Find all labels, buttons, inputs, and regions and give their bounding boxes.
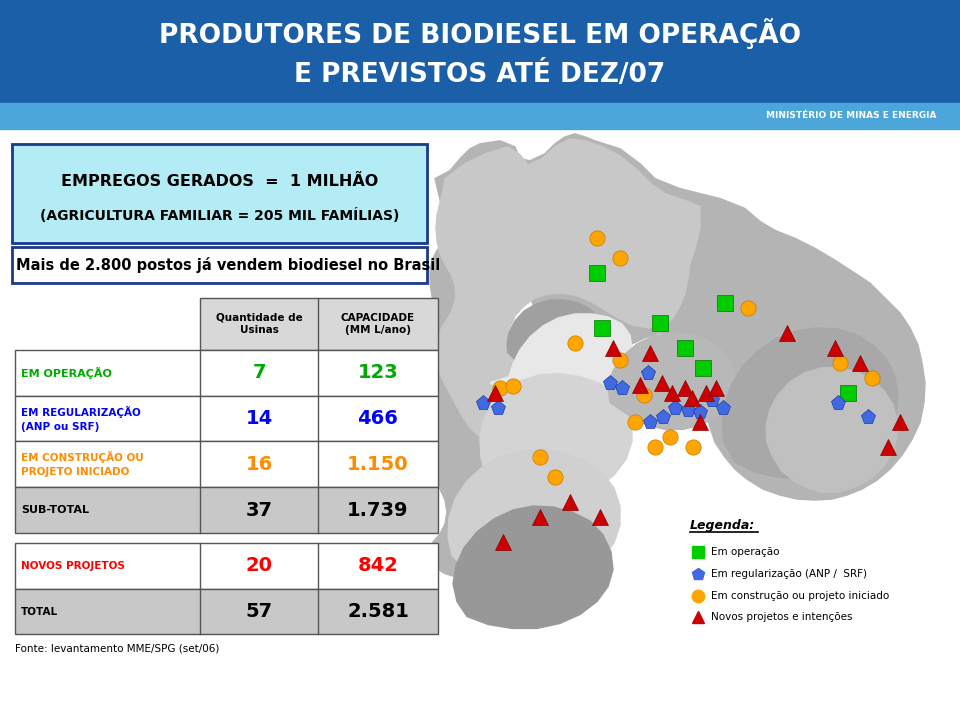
Text: MINISTÉRIO DE MINAS E ENERGIA: MINISTÉRIO DE MINAS E ENERGIA <box>765 112 936 120</box>
Bar <box>15 487 438 533</box>
Bar <box>15 441 438 487</box>
Text: (ANP ou SRF): (ANP ou SRF) <box>21 422 100 432</box>
Text: Mais de 2.800 postos já vendem biodiesel no Brasil: Mais de 2.800 postos já vendem biodiesel… <box>16 257 441 274</box>
Bar <box>15 350 438 395</box>
Text: 123: 123 <box>358 363 398 382</box>
Text: 57: 57 <box>246 602 273 621</box>
Text: NOVOS PROJETOS: NOVOS PROJETOS <box>21 561 125 571</box>
Bar <box>15 543 438 589</box>
Polygon shape <box>453 506 613 629</box>
Bar <box>15 589 438 634</box>
Text: 37: 37 <box>246 500 273 520</box>
Text: 16: 16 <box>246 455 273 474</box>
Bar <box>0 103 960 129</box>
Text: SUB-TOTAL: SUB-TOTAL <box>21 505 89 515</box>
Text: PRODUTORES DE BIODIESEL EM OPERAÇÃO: PRODUTORES DE BIODIESEL EM OPERAÇÃO <box>159 18 801 49</box>
Text: 466: 466 <box>357 409 398 428</box>
Text: 1.739: 1.739 <box>348 500 409 520</box>
Polygon shape <box>490 314 632 402</box>
Text: Fonte: levantamento MME/SPG (set/06): Fonte: levantamento MME/SPG (set/06) <box>15 644 220 653</box>
Text: Em regularização (ANP /  SRF): Em regularização (ANP / SRF) <box>711 569 867 579</box>
Polygon shape <box>722 328 898 479</box>
Text: PROJETO INICIADO: PROJETO INICIADO <box>21 468 130 478</box>
Text: E PREVISTOS ATÉ DEZ/07: E PREVISTOS ATÉ DEZ/07 <box>295 62 665 88</box>
Text: 20: 20 <box>246 556 273 575</box>
Bar <box>0 0 960 103</box>
Text: Em operação: Em operação <box>711 547 780 557</box>
Polygon shape <box>480 374 632 502</box>
Text: 842: 842 <box>357 556 398 575</box>
Text: TOTAL: TOTAL <box>21 606 59 616</box>
Text: Legenda:: Legenda: <box>690 519 756 532</box>
Bar <box>12 247 427 283</box>
Text: Novos projetos e intenções: Novos projetos e intenções <box>711 612 852 622</box>
Text: EM OPERAÇÃO: EM OPERAÇÃO <box>21 367 112 379</box>
Bar <box>200 298 438 350</box>
Text: Em construção ou projeto iniciado: Em construção ou projeto iniciado <box>711 591 889 601</box>
Text: CAPACIDADE
(MM L/ano): CAPACIDADE (MM L/ano) <box>341 313 415 335</box>
Text: 1.150: 1.150 <box>348 455 409 474</box>
Polygon shape <box>507 300 600 374</box>
Text: 2.581: 2.581 <box>348 602 409 621</box>
Bar <box>12 144 427 243</box>
Text: 7: 7 <box>252 363 266 382</box>
Polygon shape <box>436 139 700 446</box>
Polygon shape <box>766 368 897 492</box>
Polygon shape <box>428 134 925 576</box>
Text: EMPREGOS GERADOS  =  1 MILHÃO: EMPREGOS GERADOS = 1 MILHÃO <box>61 174 378 189</box>
Text: EM REGULARIZAÇÃO: EM REGULARIZAÇÃO <box>21 405 141 417</box>
Bar <box>15 395 438 441</box>
Text: 14: 14 <box>246 409 273 428</box>
Text: Quantidade de
Usinas: Quantidade de Usinas <box>216 313 302 335</box>
Text: EM CONSTRUÇÃO OU: EM CONSTRUÇÃO OU <box>21 451 144 463</box>
Polygon shape <box>608 333 735 430</box>
Polygon shape <box>448 450 620 586</box>
Text: (AGRICULTURA FAMILIAR = 205 MIL FAMÍLIAS): (AGRICULTURA FAMILIAR = 205 MIL FAMÍLIAS… <box>40 208 399 223</box>
